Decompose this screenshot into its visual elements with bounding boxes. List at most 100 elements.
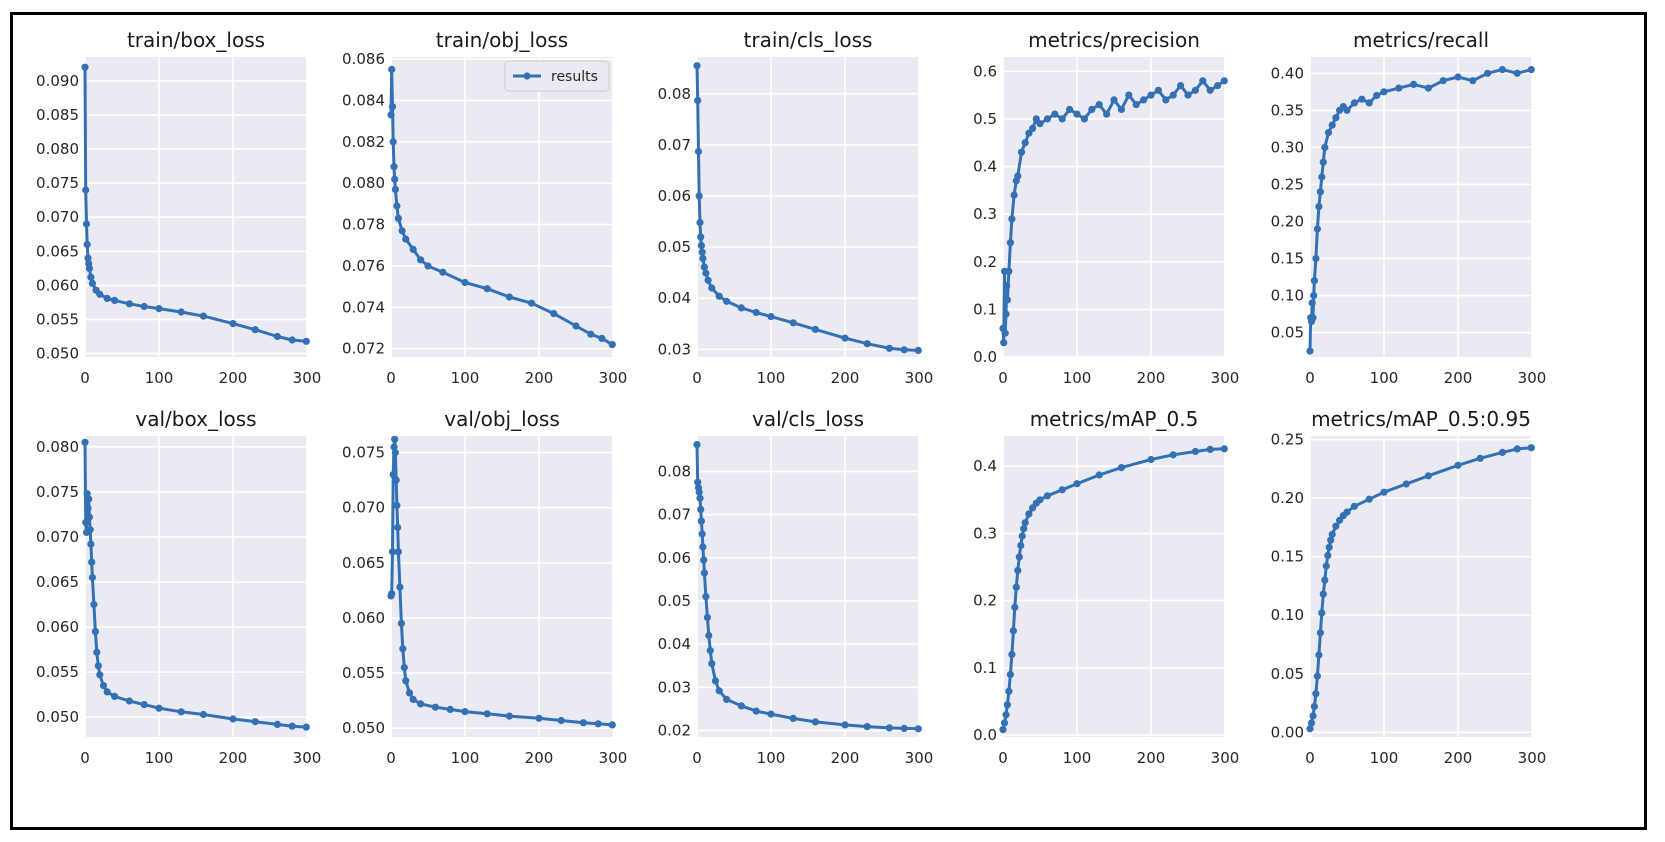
data-point bbox=[752, 308, 760, 317]
data-point bbox=[1324, 129, 1333, 137]
data-point bbox=[103, 294, 111, 302]
chart-title: val/box_loss bbox=[135, 407, 256, 431]
y-tick-label: 0.4 bbox=[973, 158, 997, 176]
x-tick-label: 0 bbox=[998, 369, 1008, 387]
chart-title: train/obj_loss bbox=[436, 28, 568, 52]
data-point bbox=[84, 504, 92, 512]
data-point bbox=[1014, 566, 1022, 575]
legend-box bbox=[504, 60, 610, 92]
y-tick-label: 0.080 bbox=[36, 438, 79, 456]
data-point bbox=[694, 478, 702, 486]
data-point bbox=[402, 235, 410, 243]
y-tick-label: 0.4 bbox=[973, 457, 997, 475]
data-point bbox=[1184, 91, 1192, 99]
data-point bbox=[1169, 451, 1177, 459]
data-point bbox=[1199, 77, 1207, 85]
data-point bbox=[398, 227, 406, 235]
y-tick-label: 0.20 bbox=[1271, 212, 1304, 230]
data-point bbox=[86, 526, 94, 534]
data-point bbox=[155, 704, 163, 712]
data-point bbox=[88, 279, 96, 287]
legend: results bbox=[504, 60, 610, 92]
x-tick-label: 300 bbox=[1518, 749, 1547, 767]
data-point bbox=[1058, 486, 1066, 494]
data-point bbox=[811, 325, 820, 333]
y-tick-label: 0.08 bbox=[658, 462, 691, 480]
data-point bbox=[83, 240, 91, 249]
data-point bbox=[1309, 314, 1317, 322]
data-point bbox=[1191, 86, 1199, 94]
y-tick-label: 0.04 bbox=[658, 635, 691, 653]
data-point bbox=[1177, 82, 1185, 90]
data-point bbox=[1313, 672, 1321, 680]
data-point bbox=[900, 724, 908, 733]
data-point bbox=[1220, 445, 1228, 453]
data-point bbox=[528, 299, 536, 307]
x-tick-label: 300 bbox=[905, 749, 934, 767]
data-point bbox=[87, 273, 95, 281]
data-point bbox=[388, 590, 396, 598]
data-point bbox=[598, 334, 606, 342]
x-tick-label: 200 bbox=[219, 749, 248, 767]
data-point bbox=[91, 628, 99, 636]
y-tick-label: 0.5 bbox=[973, 110, 997, 128]
data-point bbox=[390, 163, 398, 171]
data-point bbox=[811, 718, 820, 726]
data-point bbox=[1009, 627, 1018, 635]
data-point bbox=[93, 648, 101, 656]
data-point bbox=[694, 96, 702, 104]
y-tick-label: 0.082 bbox=[342, 133, 385, 151]
data-point bbox=[1005, 687, 1013, 695]
data-point bbox=[397, 619, 405, 628]
y-tick-label: 0.40 bbox=[1271, 64, 1304, 82]
chart-title: train/cls_loss bbox=[744, 28, 873, 52]
data-point bbox=[125, 300, 133, 308]
data-point bbox=[1191, 447, 1199, 456]
y-tick-label: 0.2 bbox=[973, 253, 997, 271]
data-point bbox=[841, 721, 849, 729]
data-point bbox=[84, 254, 92, 262]
chart-title: val/cls_loss bbox=[752, 407, 864, 431]
data-point bbox=[1315, 203, 1323, 211]
data-point bbox=[696, 494, 704, 502]
y-tick-label: 0.084 bbox=[342, 91, 385, 109]
x-tick-label: 0 bbox=[1305, 749, 1315, 767]
x-tick-label: 200 bbox=[1137, 369, 1166, 387]
data-point bbox=[461, 278, 469, 287]
data-point bbox=[82, 186, 90, 194]
data-point bbox=[199, 312, 207, 320]
data-point bbox=[697, 233, 705, 241]
data-point bbox=[111, 692, 119, 701]
y-tick-label: 0.060 bbox=[36, 618, 79, 636]
y-tick-label: 0.078 bbox=[342, 216, 385, 234]
chart-title: metrics/mAP_0.5:0.95 bbox=[1311, 407, 1531, 431]
data-point bbox=[863, 340, 871, 348]
data-point bbox=[251, 326, 259, 334]
data-point bbox=[1310, 291, 1318, 300]
x-tick-label: 0 bbox=[80, 369, 90, 387]
chart-metrics-precision: metrics/precision 0 100 200 300 0.0 0.1 0.2 0.3 0… bbox=[973, 28, 1239, 387]
data-point bbox=[388, 548, 397, 556]
x-tick-label: 300 bbox=[1211, 369, 1240, 387]
data-point bbox=[737, 702, 746, 710]
y-tick-label: 0.055 bbox=[36, 663, 79, 681]
data-point bbox=[1006, 239, 1015, 247]
data-point bbox=[1073, 480, 1081, 488]
data-point bbox=[1018, 532, 1026, 540]
data-point bbox=[698, 530, 706, 538]
plot-area bbox=[85, 57, 307, 357]
data-point bbox=[699, 543, 707, 551]
data-point bbox=[1073, 110, 1081, 118]
data-point bbox=[288, 722, 296, 730]
data-point bbox=[409, 245, 417, 253]
data-point bbox=[424, 262, 432, 270]
y-tick-label: 0.2 bbox=[973, 592, 997, 610]
data-point bbox=[1002, 310, 1010, 318]
y-tick-label: 0.065 bbox=[342, 554, 385, 572]
x-tick-label: 100 bbox=[451, 749, 480, 767]
data-point bbox=[396, 583, 404, 591]
data-point bbox=[608, 341, 616, 349]
data-point bbox=[1454, 73, 1462, 81]
data-point bbox=[767, 313, 775, 321]
y-tick-label: 0.080 bbox=[36, 140, 79, 158]
